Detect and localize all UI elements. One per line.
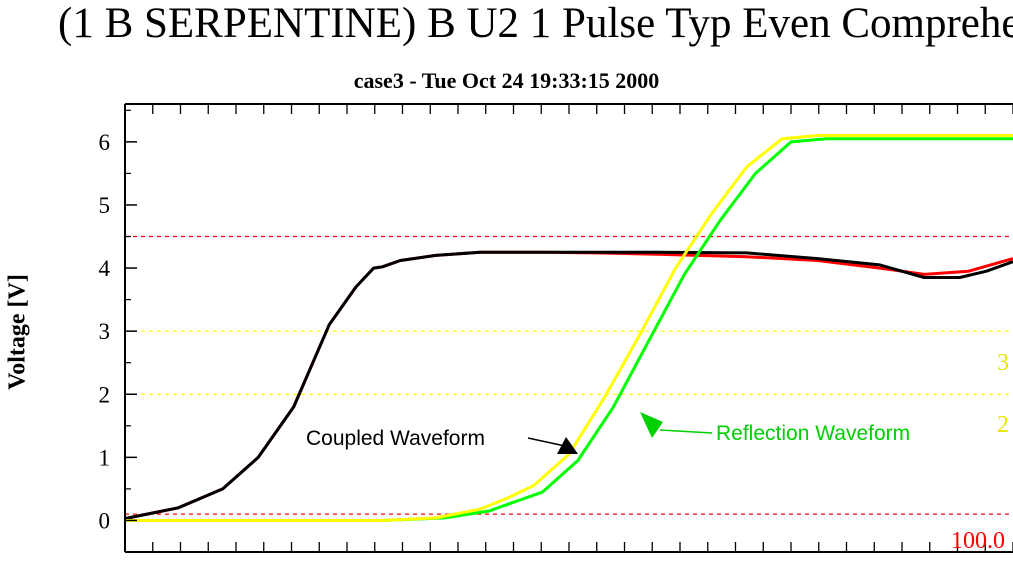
annotations: Coupled Waveform Reflection Waveform bbox=[306, 412, 910, 454]
edge-labels: 3 2 100.0 bbox=[951, 350, 1009, 554]
y-tick-label-4: 4 bbox=[99, 256, 111, 281]
arrow-coupled-shaft bbox=[527, 437, 566, 447]
y-tick-label-5: 5 bbox=[99, 193, 111, 218]
chart-title: (1 B SERPENTINE) B U2 1 Pulse Typ Even C… bbox=[58, 0, 1013, 47]
y-tick-labels: 0 1 2 3 4 5 6 bbox=[99, 130, 111, 534]
annotation-coupled-waveform: Coupled Waveform bbox=[306, 427, 485, 450]
arrow-reflection-shaft bbox=[659, 429, 713, 434]
series-line-0 bbox=[124, 250, 1013, 521]
edge-label-2: 2 bbox=[997, 412, 1009, 438]
y-tick-label-1: 1 bbox=[99, 445, 111, 470]
plot-frame bbox=[124, 103, 1013, 553]
y-tick-label-0: 0 bbox=[99, 508, 111, 533]
series-line-3 bbox=[125, 134, 1013, 522]
y-tick-label-3: 3 bbox=[99, 319, 111, 344]
edge-label-3: 3 bbox=[997, 350, 1009, 376]
arrow-reflection-head bbox=[640, 412, 663, 438]
chart-subtitle: case3 - Tue Oct 24 19:33:15 2000 bbox=[353, 68, 660, 93]
threshold-lines bbox=[125, 235, 1013, 515]
arrow-coupled-head bbox=[557, 437, 578, 454]
tick-marks bbox=[124, 104, 1013, 553]
series-lines bbox=[124, 134, 1013, 522]
y-tick-label-6: 6 bbox=[99, 130, 111, 155]
series-line-2 bbox=[125, 137, 1013, 522]
edge-label-100: 100.0 bbox=[951, 528, 1005, 554]
y-tick-label-2: 2 bbox=[99, 382, 111, 407]
annotation-reflection-waveform: Reflection Waveform bbox=[716, 422, 910, 445]
series-line-1 bbox=[124, 250, 1013, 521]
